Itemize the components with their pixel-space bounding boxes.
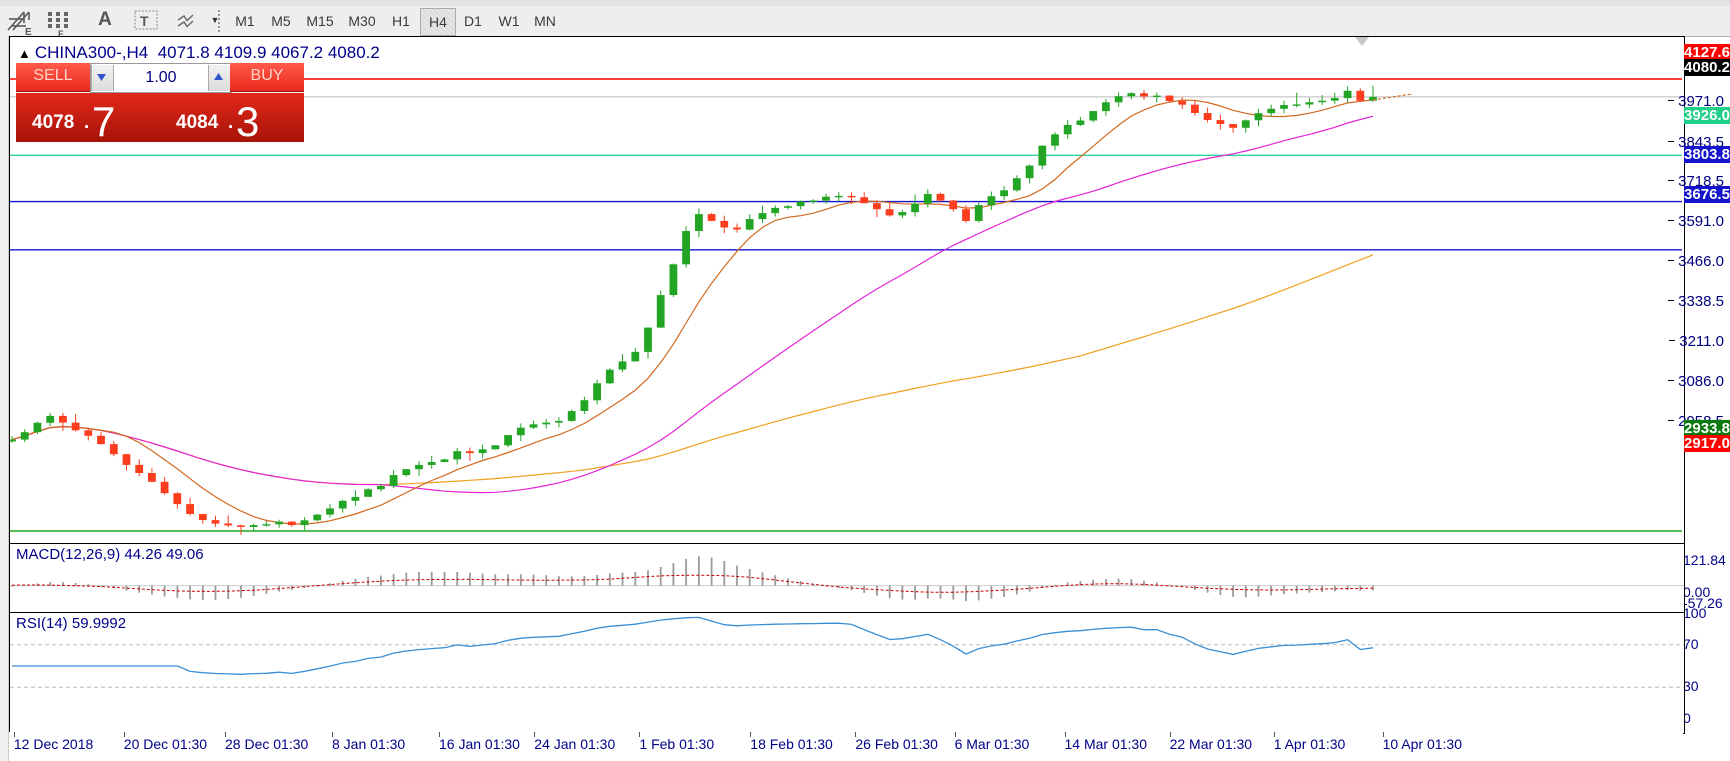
svg-text:T: T	[140, 13, 149, 29]
svg-text:E: E	[25, 27, 32, 36]
